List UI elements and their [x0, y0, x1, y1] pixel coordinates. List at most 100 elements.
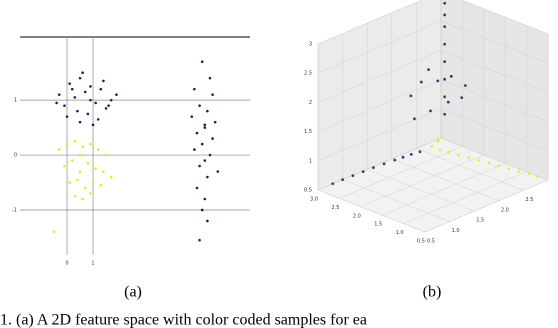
point: [436, 79, 440, 83]
point: [443, 1, 447, 5]
point: [372, 166, 375, 170]
point: [457, 153, 461, 157]
point: [419, 80, 423, 84]
point: [96, 148, 100, 151]
z-tick-label: 2: [309, 100, 312, 106]
point: [429, 109, 432, 113]
point: [96, 118, 100, 121]
y-tick-label: 0: [14, 153, 17, 159]
point: [78, 120, 82, 124]
point: [443, 60, 447, 64]
grid-line: [360, 154, 484, 208]
grid-line: [403, 171, 527, 224]
point: [438, 148, 442, 152]
point: [517, 169, 521, 173]
point: [57, 93, 61, 96]
point: [89, 192, 92, 195]
point: [198, 238, 201, 242]
x-tick-label: 2.0: [353, 213, 361, 219]
subcaption: (a): [124, 284, 142, 301]
point: [57, 148, 61, 151]
grid-line: [339, 146, 463, 199]
point: [89, 98, 92, 102]
point: [73, 96, 77, 99]
point: [81, 71, 84, 74]
grid-line: [317, 189, 426, 233]
point: [446, 100, 450, 104]
point: [78, 153, 82, 157]
grid-line: [317, 137, 442, 191]
point: [213, 120, 217, 124]
z-tick-label: 1.5: [304, 129, 312, 135]
point: [206, 175, 209, 179]
point: [206, 109, 209, 113]
point: [52, 230, 56, 234]
y-tick-label: 2.5: [525, 197, 533, 203]
point: [203, 123, 207, 127]
point: [65, 115, 69, 118]
point: [361, 170, 365, 174]
x-tick-label: 1.0: [396, 230, 404, 236]
z-tick-label: 1: [309, 158, 312, 164]
point: [102, 79, 105, 83]
point: [351, 174, 355, 178]
point: [78, 170, 82, 173]
grid-line: [317, 50, 442, 103]
point: [401, 155, 405, 159]
x-tick-label: 0.5: [417, 239, 425, 245]
z-tick-label: 2.5: [304, 71, 312, 77]
y-tick-label: 1.5: [476, 218, 484, 224]
z-tick-label: 0.5: [304, 188, 312, 194]
point: [73, 194, 77, 198]
y-tick-label: -1: [12, 207, 17, 213]
point: [208, 76, 212, 80]
point: [447, 150, 451, 154]
grid-line: [416, 148, 524, 191]
point: [203, 197, 207, 201]
point: [76, 109, 79, 113]
point: [68, 82, 71, 85]
point: [89, 142, 92, 146]
point: [487, 161, 491, 165]
point: [208, 153, 212, 157]
point: [65, 142, 69, 146]
point: [104, 107, 108, 110]
point: [83, 186, 87, 190]
point: [73, 140, 77, 143]
point: [443, 95, 447, 99]
point: [211, 93, 214, 96]
point: [200, 60, 204, 64]
point: [86, 112, 90, 116]
grid-line: [440, 20, 549, 64]
point: [527, 172, 531, 176]
grid-line: [440, 79, 549, 122]
point: [83, 90, 87, 94]
point: [460, 96, 464, 99]
point: [78, 76, 82, 80]
point: [443, 13, 447, 17]
point: [193, 87, 196, 91]
point: [86, 161, 90, 165]
point: [200, 142, 204, 146]
point: [443, 42, 447, 46]
point: [507, 167, 511, 171]
point: [94, 167, 97, 171]
point: [63, 164, 66, 168]
point: [91, 123, 95, 127]
grid-line: [424, 179, 549, 233]
point: [216, 170, 220, 173]
y-tick-label: 1: [14, 98, 17, 104]
grid-line: [317, 108, 442, 162]
point: [89, 85, 92, 88]
point: [464, 84, 467, 87]
point: [68, 181, 71, 184]
point: [109, 98, 113, 102]
x-tick-label: 2.5: [331, 205, 339, 211]
point: [535, 174, 539, 178]
point: [190, 115, 194, 118]
point: [195, 131, 199, 135]
point: [443, 77, 447, 81]
caption: 1. (a) A 2D feature space with color cod…: [0, 312, 367, 328]
